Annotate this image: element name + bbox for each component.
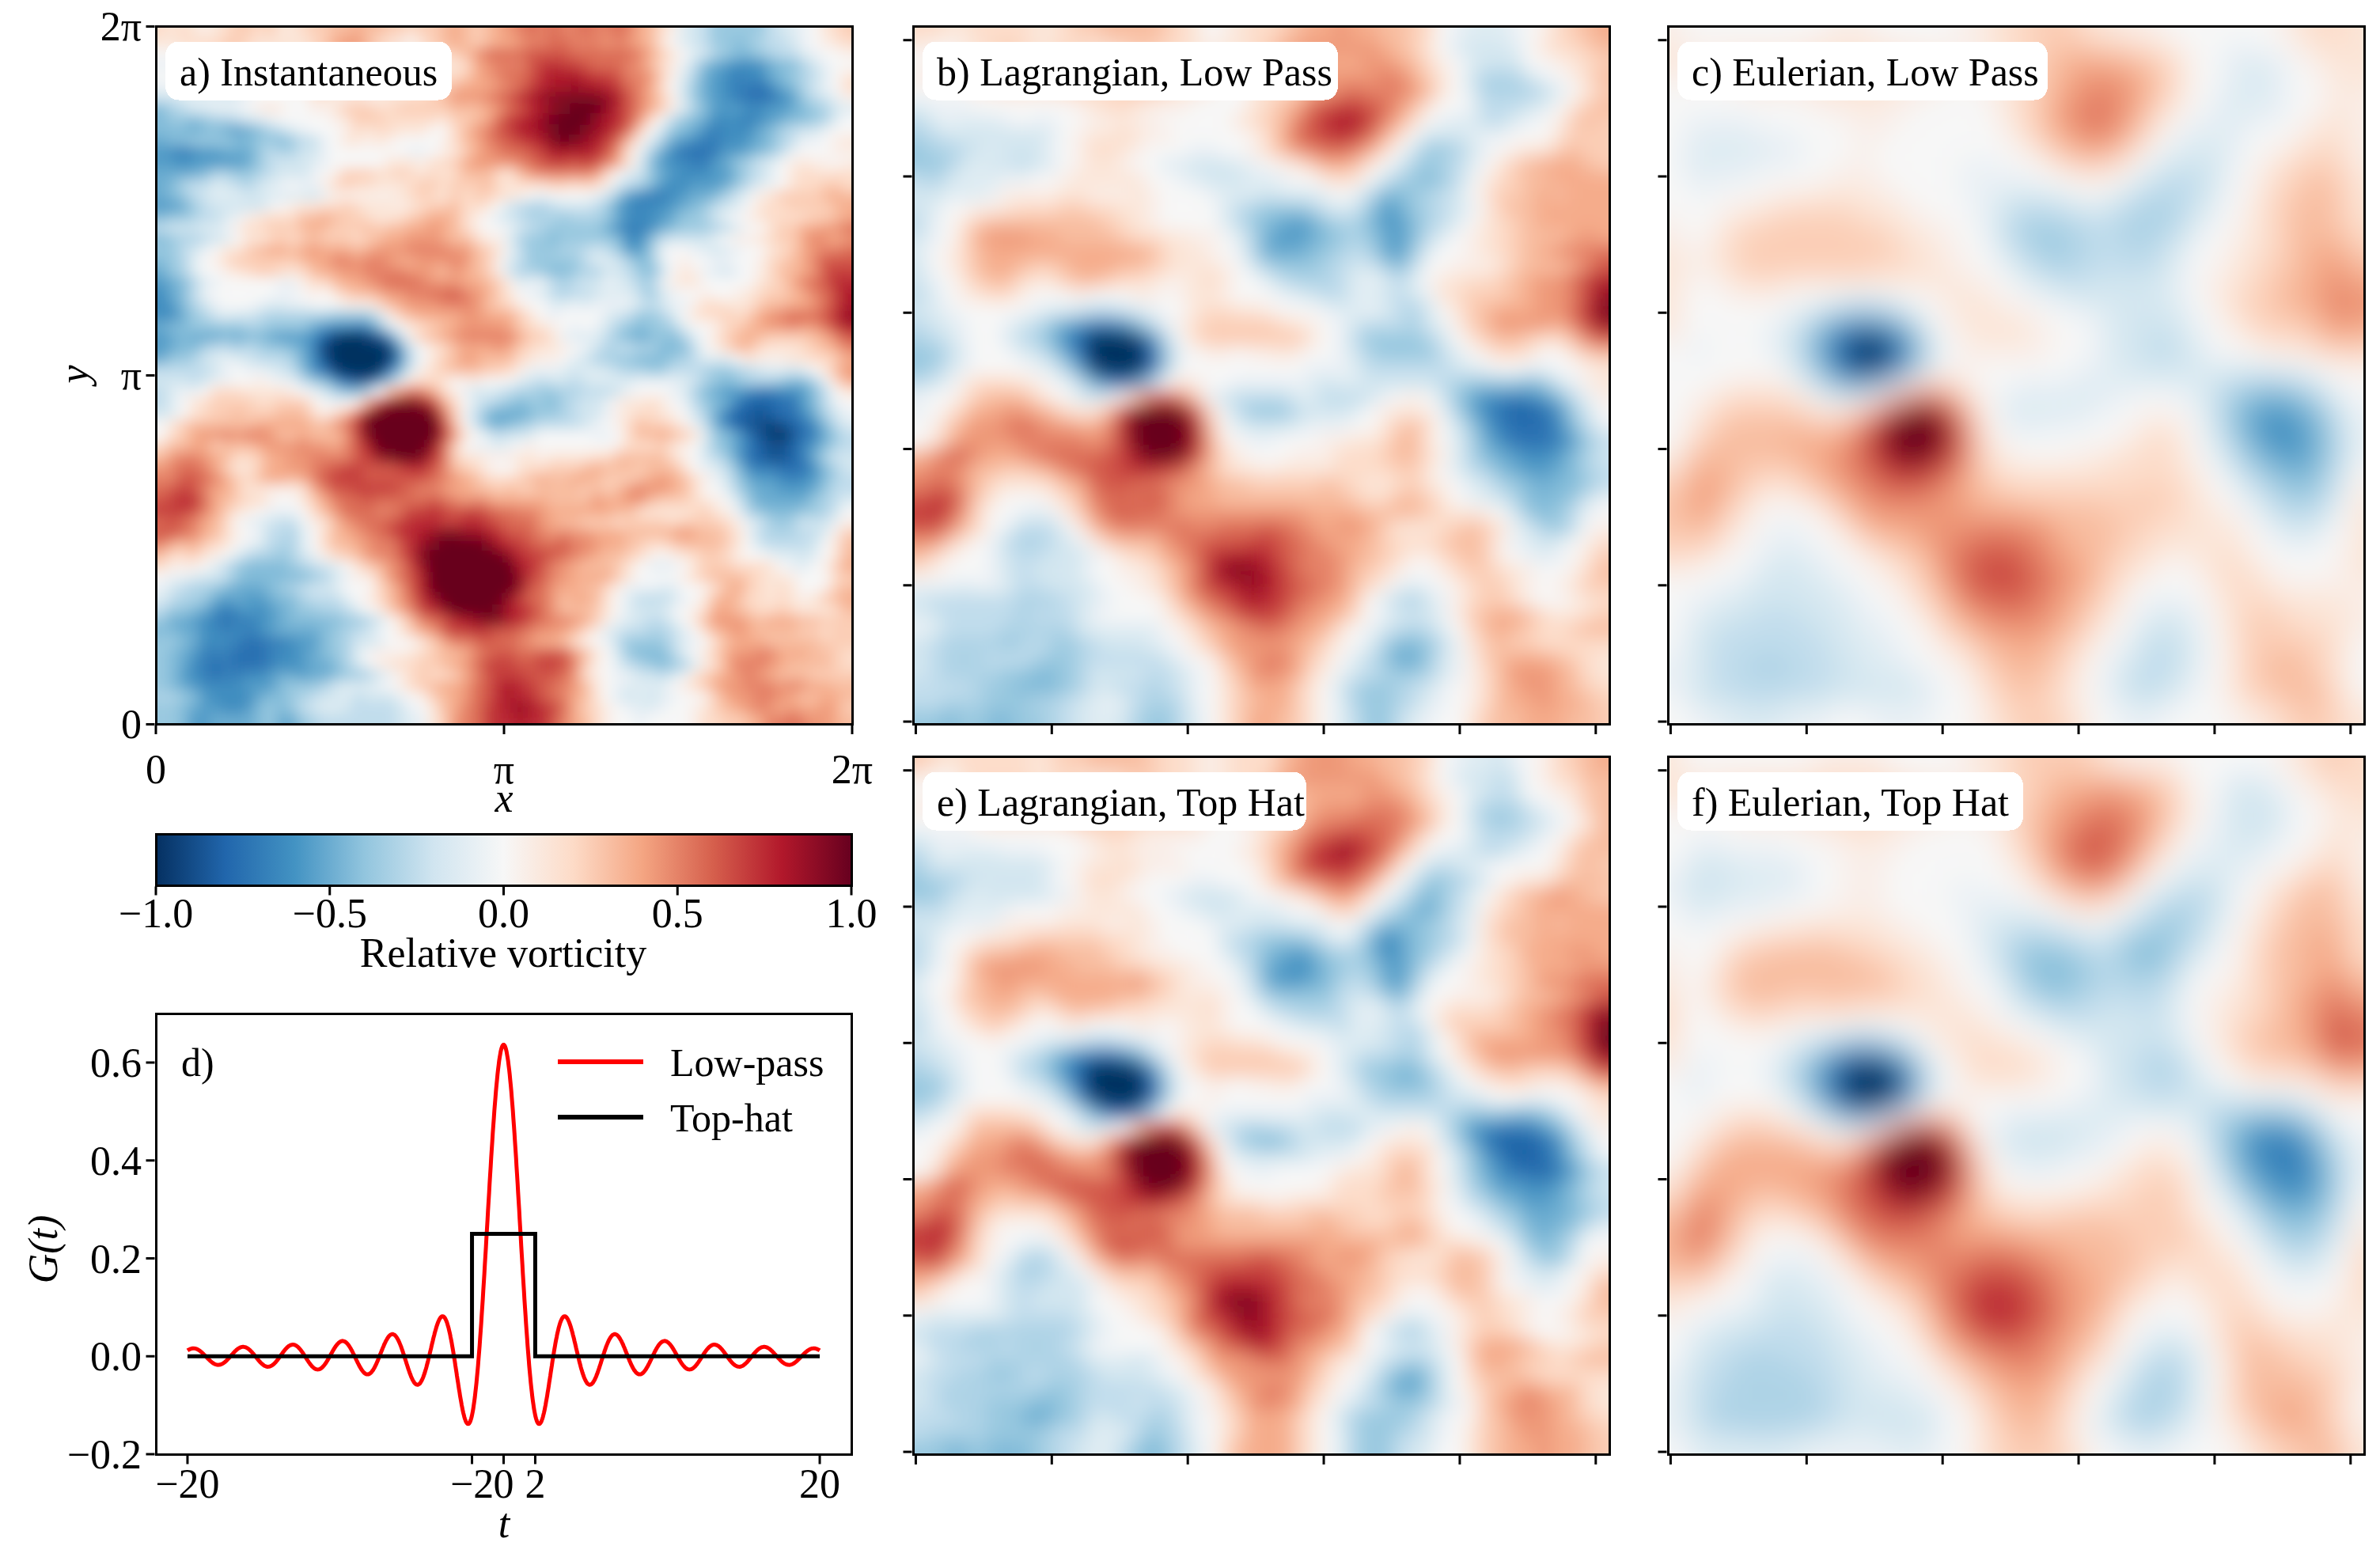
svg-text:2π: 2π xyxy=(832,747,873,792)
svg-text:Low-pass: Low-pass xyxy=(670,1040,824,1085)
svg-text:0.0: 0.0 xyxy=(478,891,529,936)
svg-text:0.2: 0.2 xyxy=(90,1237,142,1282)
svg-text:π: π xyxy=(121,353,142,398)
svg-text:20: 20 xyxy=(799,1461,840,1506)
svg-text:b) Lagrangian, Low Pass: b) Lagrangian, Low Pass xyxy=(937,50,1332,94)
svg-text:G(t): G(t) xyxy=(21,1215,66,1284)
svg-text:Top-hat: Top-hat xyxy=(670,1096,793,1140)
svg-text:−20: −20 xyxy=(155,1461,219,1506)
svg-text:0: 0 xyxy=(494,1461,514,1506)
svg-text:a) Instantaneous: a) Instantaneous xyxy=(180,50,438,94)
svg-text:0: 0 xyxy=(121,702,142,747)
svg-text:2: 2 xyxy=(525,1461,545,1506)
svg-text:0.4: 0.4 xyxy=(90,1139,142,1184)
svg-text:t: t xyxy=(498,1501,511,1546)
svg-text:d): d) xyxy=(181,1040,214,1085)
svg-text:−0.5: −0.5 xyxy=(293,891,367,936)
svg-text:x: x xyxy=(494,775,513,820)
svg-text:−1.0: −1.0 xyxy=(119,891,193,936)
svg-text:e) Lagrangian, Top Hat: e) Lagrangian, Top Hat xyxy=(937,780,1305,824)
svg-text:Relative vorticity: Relative vorticity xyxy=(360,930,646,976)
svg-text:0: 0 xyxy=(146,747,166,792)
svg-text:2π: 2π xyxy=(100,4,142,49)
svg-text:c) Eulerian, Low Pass: c) Eulerian, Low Pass xyxy=(1692,50,2039,94)
svg-text:−0.2: −0.2 xyxy=(67,1432,142,1477)
svg-text:0.6: 0.6 xyxy=(90,1040,142,1086)
svg-text:0.5: 0.5 xyxy=(652,891,703,936)
svg-text:0.0: 0.0 xyxy=(90,1334,142,1379)
svg-text:−2: −2 xyxy=(450,1461,494,1506)
svg-text:1.0: 1.0 xyxy=(826,891,877,936)
svg-text:y: y xyxy=(51,365,97,388)
svg-text:f) Eulerian, Top Hat: f) Eulerian, Top Hat xyxy=(1692,780,2009,824)
